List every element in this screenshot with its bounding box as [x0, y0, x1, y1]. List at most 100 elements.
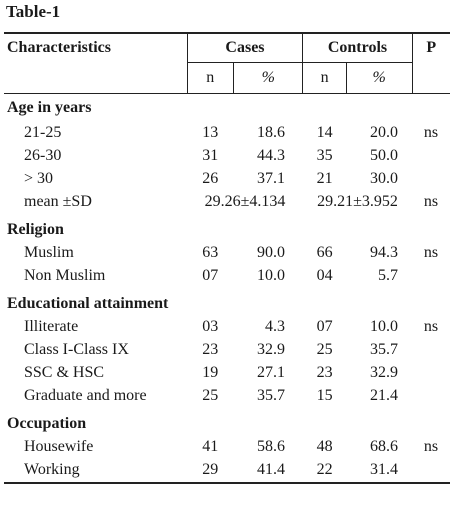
table-row: Illiterate 03 4.3 07 10.0 ns	[4, 316, 450, 339]
p-value: ns	[423, 244, 439, 261]
controls-n: 22	[302, 458, 347, 484]
header-characteristics: Characteristics	[4, 32, 188, 63]
cases-n: 25	[202, 387, 219, 404]
section-row: Occupation	[4, 412, 450, 436]
subheader-row: n % n %	[4, 62, 450, 94]
table-row: Housewife 41 58.6 48 68.6 ns	[4, 436, 450, 459]
section-heading: Religion	[7, 220, 64, 238]
cases-mean-sd: 29.26±4.134	[204, 193, 286, 210]
subheader-blank	[4, 63, 187, 94]
cases-pct: 4.3	[264, 318, 285, 335]
cases-n: 41	[202, 438, 219, 455]
p-value: ns	[423, 193, 439, 210]
controls-pct: 50.0	[370, 147, 399, 164]
controls-mean-sd: 29.21±3.952	[317, 193, 398, 210]
section-row: Educational attainment	[4, 292, 450, 316]
cases-n: 31	[202, 147, 219, 164]
controls-n: 14	[316, 124, 333, 141]
controls-n: 35	[316, 147, 333, 164]
row-label: Graduate and more	[24, 387, 147, 404]
cases-pct: 90.0	[256, 244, 285, 261]
subheader-cases-n: n	[186, 62, 234, 94]
header-controls: Controls	[302, 32, 413, 63]
controls-pct: 94.3	[370, 244, 399, 261]
section-row: Religion	[4, 218, 450, 242]
controls-n: 21	[316, 170, 333, 187]
p-value: ns	[423, 318, 439, 335]
row-label: Illiterate	[24, 318, 79, 335]
header-cases: Cases	[186, 32, 303, 63]
cases-pct: 32.9	[256, 341, 285, 358]
table-row: Muslim 63 90.0 66 94.3 ns	[4, 242, 450, 265]
controls-n: 07	[316, 318, 333, 335]
controls-n: 25	[316, 341, 333, 358]
table-row: Graduate and more 25 35.7 15 21.4	[4, 385, 450, 408]
row-label: 21-25	[24, 124, 62, 141]
section-heading: Age in years	[4, 93, 450, 122]
controls-pct: 32.9	[370, 364, 399, 381]
controls-n: 48	[316, 438, 333, 455]
subheader-p-blank	[411, 62, 450, 94]
row-label: Working	[4, 458, 188, 484]
controls-pct: 68.6	[370, 438, 399, 455]
row-label: > 30	[24, 170, 54, 187]
section-row: Age in years	[4, 93, 450, 122]
controls-n: 66	[316, 244, 333, 261]
controls-pct: 35.7	[370, 341, 399, 358]
controls-pct: 31.4	[346, 458, 413, 484]
cases-n: 29	[187, 458, 234, 484]
table-row: 21-25 13 18.6 14 20.0 ns	[4, 122, 450, 145]
characteristics-table: Characteristics Cases Controls P n % n %…	[4, 32, 450, 484]
row-label: 26-30	[24, 147, 62, 164]
p-value	[412, 385, 450, 408]
p-value	[412, 458, 450, 484]
cases-n: 63	[202, 244, 219, 261]
table-row: Class I-Class IX 23 32.9 25 35.7	[4, 339, 450, 362]
row-label: SSC & HSC	[24, 364, 105, 381]
p-value: ns	[423, 124, 439, 141]
cases-pct: 44.3	[256, 147, 285, 164]
subheader-cases-pct: %	[233, 62, 303, 94]
p-value: ns	[423, 438, 439, 455]
cases-n: 03	[202, 318, 219, 335]
table-row: SSC & HSC 19 27.1 23 32.9	[4, 362, 450, 385]
controls-pct: 21.4	[370, 387, 399, 404]
table-row: Non Muslim 07 10.0 04 5.7	[4, 265, 450, 288]
p-value	[412, 339, 450, 362]
controls-n: 23	[316, 364, 333, 381]
cases-n: 19	[202, 364, 219, 381]
controls-pct: 30.0	[370, 170, 399, 187]
table-row: Working 29 41.4 22 31.4	[4, 458, 450, 484]
p-value	[412, 265, 450, 288]
subheader-controls-pct: %	[345, 62, 413, 94]
controls-pct: 20.0	[370, 124, 399, 141]
table-title: Table-1	[6, 2, 61, 21]
cases-pct: 35.7	[256, 387, 285, 404]
cases-n: 23	[202, 341, 219, 358]
p-value	[412, 145, 450, 168]
section-heading: Educational attainment	[7, 294, 169, 312]
subheader-controls-n: n	[302, 62, 347, 94]
table-row: > 30 26 37.1 21 30.0	[4, 168, 450, 191]
cases-pct: 27.1	[256, 364, 285, 381]
header-row: Characteristics Cases Controls P	[4, 32, 450, 63]
controls-pct: 10.0	[370, 318, 399, 335]
cases-n: 13	[202, 124, 219, 141]
cases-pct: 37.1	[256, 170, 285, 187]
controls-n: 15	[316, 387, 333, 404]
cases-n: 07	[202, 267, 219, 284]
cases-pct: 41.4	[233, 458, 303, 484]
section-heading: Occupation	[7, 414, 87, 432]
controls-n: 04	[316, 267, 333, 284]
row-label: Class I-Class IX	[24, 341, 129, 358]
cases-pct: 58.6	[256, 438, 285, 455]
header-p: P	[411, 32, 450, 63]
row-label: Housewife	[24, 438, 94, 455]
cases-n: 26	[202, 170, 219, 187]
row-label: Muslim	[24, 244, 74, 261]
cases-pct: 10.0	[256, 267, 285, 284]
row-label: Non Muslim	[24, 267, 106, 284]
cases-pct: 18.6	[256, 124, 285, 141]
table-row: 26-30 31 44.3 35 50.0	[4, 145, 450, 168]
